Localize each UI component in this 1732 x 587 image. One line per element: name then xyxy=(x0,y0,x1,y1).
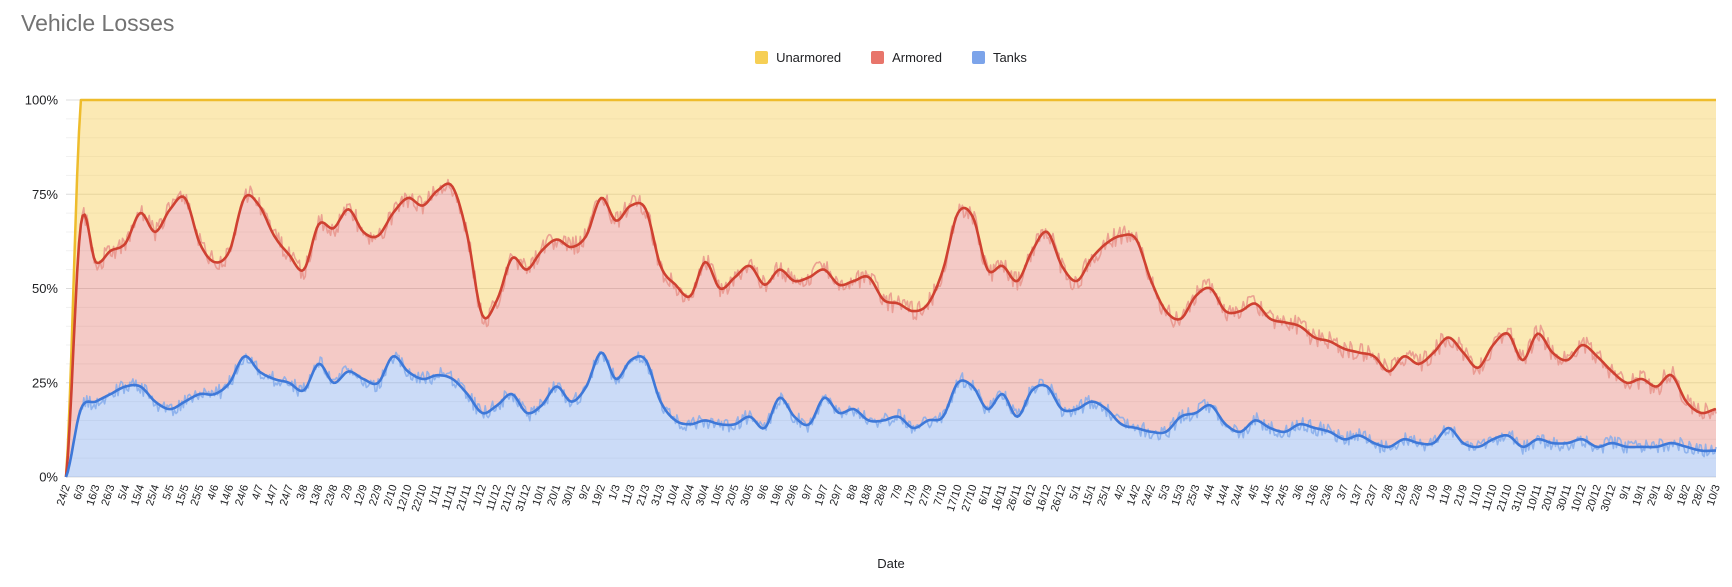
y-axis-labels: 0% 25% 50% 75% 100% xyxy=(25,93,59,485)
x-tick-label: 3/8 xyxy=(295,483,311,501)
x-axis-labels: 24/26/316/326/35/415/425/45/515/525/54/6… xyxy=(55,483,1723,513)
legend-item-armored[interactable]: Armored xyxy=(871,50,942,65)
x-tick-label: 5/4 xyxy=(116,483,132,501)
x-tick-label: 24/2 xyxy=(55,483,73,507)
x-tick-label: 4/4 xyxy=(1201,483,1217,501)
x-tick-label: 9/6 xyxy=(755,483,771,501)
x-tick-label: 4/7 xyxy=(250,483,266,501)
x-tick-label: 4/5 xyxy=(1246,483,1262,501)
x-tick-label: 2/8 xyxy=(1380,483,1396,501)
x-tick-label: 8/2 xyxy=(1662,483,1678,501)
line-tanks-smooth xyxy=(64,351,1716,478)
x-tick-label: 4/6 xyxy=(205,483,221,501)
legend-swatch-armored xyxy=(871,50,885,64)
y-tick-label: 100% xyxy=(25,93,59,108)
line-unarmored-smooth xyxy=(64,98,1716,478)
area-tanks xyxy=(66,352,1716,477)
legend-item-tanks[interactable]: Tanks xyxy=(971,49,1027,65)
y-tick-label: 0% xyxy=(39,470,58,485)
x-tick-label: 6/3 xyxy=(72,483,88,501)
x-tick-label: 1/9 xyxy=(1424,483,1440,501)
x-tick-label: 9/7 xyxy=(800,483,816,501)
x-tick-label: 3/7 xyxy=(1335,483,1351,501)
x-tick-label: 5/3 xyxy=(1157,483,1173,501)
x-tick-label: 9/2 xyxy=(577,483,593,501)
y-tick-label: 75% xyxy=(32,187,58,202)
x-tick-label: 7/9 xyxy=(889,483,905,501)
x-tick-label: 5/5 xyxy=(161,483,177,501)
line-armored-smooth xyxy=(64,182,1717,478)
legend-label: Tanks xyxy=(992,49,1027,65)
y-tick-label: 25% xyxy=(32,375,58,390)
y-tick-label: 50% xyxy=(32,281,58,296)
x-tick-label: 4/2 xyxy=(1112,483,1128,501)
area-unarmored xyxy=(66,100,1716,477)
chart-title: Vehicle Losses xyxy=(21,10,175,36)
legend-swatch-unarmored xyxy=(755,50,769,64)
x-axis-title: Date xyxy=(877,556,905,571)
legend-swatch-tanks xyxy=(971,50,985,64)
legend-label: Unarmored xyxy=(776,49,842,65)
y-grid-minor xyxy=(66,118,1716,459)
x-tick-label: 5/1 xyxy=(1068,483,1084,501)
x-tick-label: 1/3 xyxy=(607,483,623,501)
chart-legend: Unarmored Armored Tanks xyxy=(66,47,1716,67)
x-tick-label: 9/1 xyxy=(1618,483,1634,501)
legend-label: Armored xyxy=(892,49,942,65)
x-tick-label: 8/8 xyxy=(845,483,861,501)
legend-item-unarmored[interactable]: Unarmored xyxy=(755,50,841,65)
x-tick-label: 2/9 xyxy=(339,483,355,501)
x-tick-label: 3/6 xyxy=(1291,483,1307,501)
